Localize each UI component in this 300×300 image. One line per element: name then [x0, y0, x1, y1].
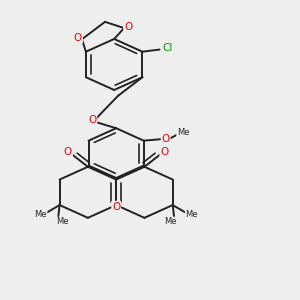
- Text: Me: Me: [56, 218, 68, 226]
- Text: Cl: Cl: [162, 43, 173, 53]
- Text: Me: Me: [34, 210, 47, 219]
- Text: Me: Me: [177, 128, 189, 137]
- Text: O: O: [112, 202, 120, 212]
- Text: O: O: [161, 134, 170, 144]
- Text: O: O: [88, 116, 96, 125]
- Text: O: O: [160, 147, 169, 157]
- Text: O: O: [64, 147, 72, 157]
- Text: O: O: [124, 22, 132, 32]
- Text: Me: Me: [164, 218, 177, 226]
- Text: O: O: [74, 33, 82, 43]
- Text: Me: Me: [186, 210, 198, 219]
